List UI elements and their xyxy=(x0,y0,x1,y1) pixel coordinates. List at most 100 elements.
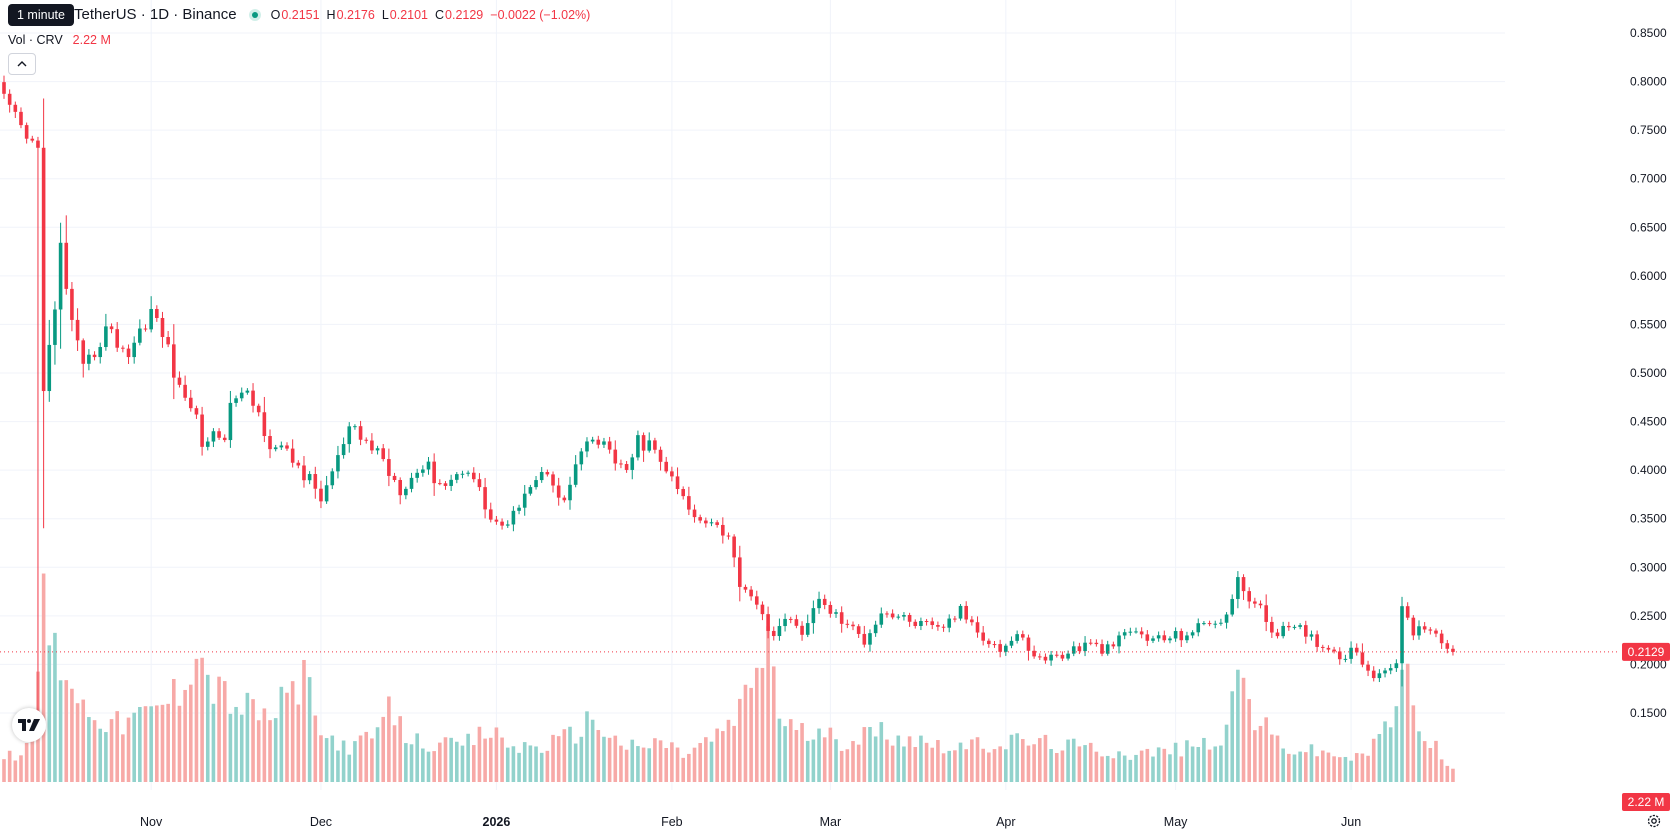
volume-bar xyxy=(987,752,991,782)
volume-bar xyxy=(1337,757,1342,782)
volume-indicator-label[interactable]: Vol · CRV xyxy=(8,33,63,47)
volume-bar xyxy=(268,720,272,782)
candle xyxy=(805,614,810,638)
volume-bar xyxy=(251,699,255,782)
volume-bar xyxy=(13,760,18,782)
candle xyxy=(936,621,940,631)
candle xyxy=(873,620,878,637)
candle xyxy=(370,433,374,454)
price-tick-label: 0.5000 xyxy=(1630,366,1667,380)
volume-bar xyxy=(958,742,963,782)
volume-bar xyxy=(64,680,69,782)
candle xyxy=(839,606,844,633)
volume-bar xyxy=(421,748,425,782)
candle xyxy=(907,612,912,627)
time-axis[interactable]: Nov Dec 2026 Feb Mar Apr May Jun xyxy=(140,815,1361,829)
volume-bar xyxy=(143,706,148,782)
candle xyxy=(1207,620,1212,627)
volume-bar xyxy=(522,742,527,782)
candle xyxy=(1168,636,1172,644)
volume-bar xyxy=(800,723,804,782)
candle xyxy=(70,282,74,332)
candle xyxy=(381,444,386,462)
volume-indicator-value: 2.22 M xyxy=(72,33,111,47)
volume-bar xyxy=(675,747,680,782)
candle xyxy=(285,442,289,451)
candle xyxy=(902,612,906,621)
volume-bar xyxy=(7,750,12,782)
volume-bar xyxy=(981,748,985,782)
candle xyxy=(290,439,295,468)
candle xyxy=(704,517,708,528)
volume-bar xyxy=(1270,734,1274,782)
volume-bar xyxy=(500,737,504,782)
candle xyxy=(1371,666,1376,682)
candle xyxy=(924,618,929,626)
candle xyxy=(1037,653,1042,661)
candle xyxy=(738,545,742,602)
candle xyxy=(647,432,652,453)
candle xyxy=(698,514,702,524)
candle xyxy=(681,486,685,500)
low-value: L0.2101 xyxy=(381,7,428,22)
candle xyxy=(970,616,974,626)
volume-bar xyxy=(438,742,442,782)
candle xyxy=(653,437,657,454)
volume-bar xyxy=(75,703,80,782)
volume-bar xyxy=(205,674,210,782)
volume-bar xyxy=(732,725,736,782)
volume-bar xyxy=(398,716,402,782)
candle xyxy=(471,467,476,483)
price-change: −0.0022 (−1.02%) xyxy=(490,7,591,22)
candle xyxy=(1417,620,1421,640)
candle xyxy=(1032,645,1036,659)
candle xyxy=(579,448,584,471)
volume-bar xyxy=(160,704,165,782)
candle xyxy=(172,324,176,400)
candle xyxy=(398,477,402,505)
volume-bar xyxy=(941,753,946,782)
candle xyxy=(1275,628,1280,639)
candle xyxy=(364,437,369,444)
candle xyxy=(336,445,340,479)
candle xyxy=(613,440,618,471)
volume-bar xyxy=(432,751,436,782)
volume-bar xyxy=(822,737,827,782)
candle xyxy=(1202,620,1206,626)
collapse-legend-button[interactable] xyxy=(8,53,36,75)
candle xyxy=(777,618,782,641)
settings-gear-icon[interactable] xyxy=(1646,813,1662,829)
volume-bar xyxy=(1066,739,1070,782)
candle xyxy=(353,424,357,430)
tradingview-logo-icon[interactable] xyxy=(12,708,46,742)
candle xyxy=(1060,651,1065,662)
candle xyxy=(941,624,946,632)
candle xyxy=(585,437,589,458)
volume-bar xyxy=(1168,754,1172,782)
candle xyxy=(188,389,193,412)
symbol-title[interactable]: TetherUS · 1D · Binance xyxy=(74,6,237,23)
candle xyxy=(200,406,204,456)
candle xyxy=(1281,621,1285,639)
volume-bar xyxy=(58,680,63,782)
symbol-legend[interactable]: TetherUS · 1D · Binance O0.2151 H0.2176 … xyxy=(74,6,590,23)
volume-bar xyxy=(709,741,714,782)
volume-bar xyxy=(1156,747,1161,782)
candle xyxy=(41,98,46,529)
volume-bar xyxy=(1173,742,1178,782)
candle xyxy=(636,430,640,461)
volume-bar xyxy=(1304,752,1308,782)
candle xyxy=(330,468,335,490)
candle xyxy=(602,437,606,448)
volume-bar xyxy=(687,753,691,782)
volume-bar xyxy=(217,676,221,782)
market-status-icon[interactable] xyxy=(248,8,261,21)
price-axis[interactable]: 0.8500 0.8000 0.7500 0.7000 0.6500 0.6000 0.55… xyxy=(1630,26,1667,720)
volume-bar xyxy=(296,704,301,782)
candle xyxy=(262,396,267,443)
volume-bar xyxy=(1287,753,1291,782)
volume-legend[interactable]: Vol · CRV 2.22 M xyxy=(8,33,111,47)
volume-bar xyxy=(1026,745,1031,782)
candle xyxy=(590,436,595,444)
